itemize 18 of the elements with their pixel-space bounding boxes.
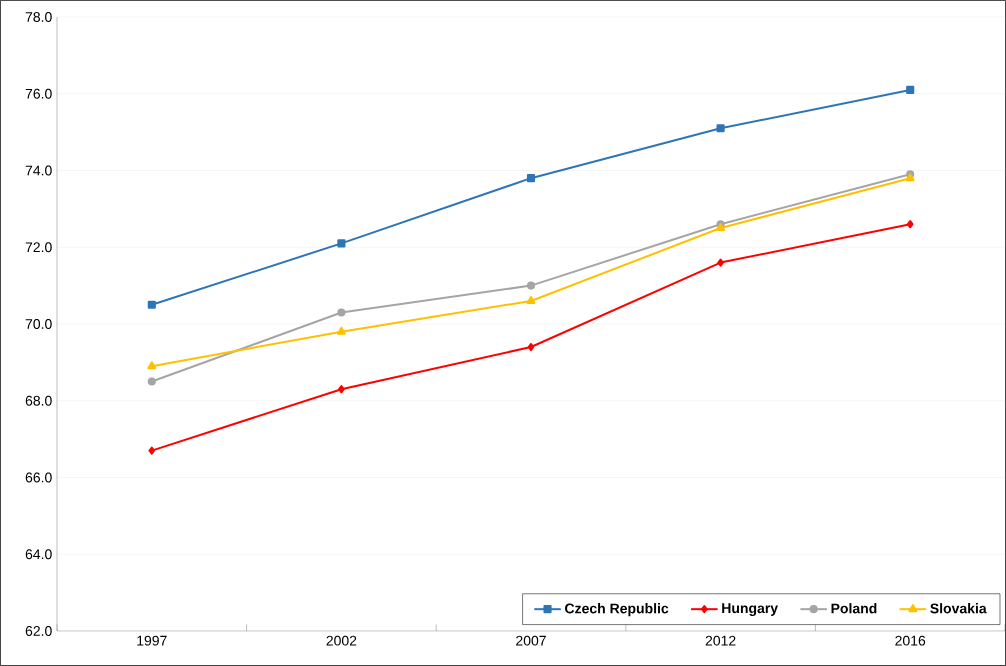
y-tick-label: 72.0 xyxy=(25,242,52,253)
y-tick-label: 76.0 xyxy=(25,88,52,99)
y-tick-label: 62.0 xyxy=(25,626,52,636)
y-tick-label: 66.0 xyxy=(25,472,52,483)
y-tick-label: 78.0 xyxy=(25,12,52,22)
y-tick-label: 64.0 xyxy=(25,549,52,560)
y-tick-label: 70.0 xyxy=(25,319,52,329)
x-tick-label: 1997 xyxy=(137,635,167,646)
x-tick-label: 2012 xyxy=(705,635,736,646)
legend-label: Poland xyxy=(831,603,877,614)
x-tick-label: 2002 xyxy=(326,635,357,646)
x-tick-label: 2007 xyxy=(516,635,546,646)
x-tick-label: 2016 xyxy=(895,635,926,646)
legend-label: Hungary xyxy=(722,603,778,616)
y-tick-label: 74.0 xyxy=(25,165,52,176)
legend-label: Czech Republic xyxy=(565,603,669,617)
y-tick-label: 68.0 xyxy=(25,395,52,406)
legend-label: Slovakia xyxy=(930,603,987,614)
